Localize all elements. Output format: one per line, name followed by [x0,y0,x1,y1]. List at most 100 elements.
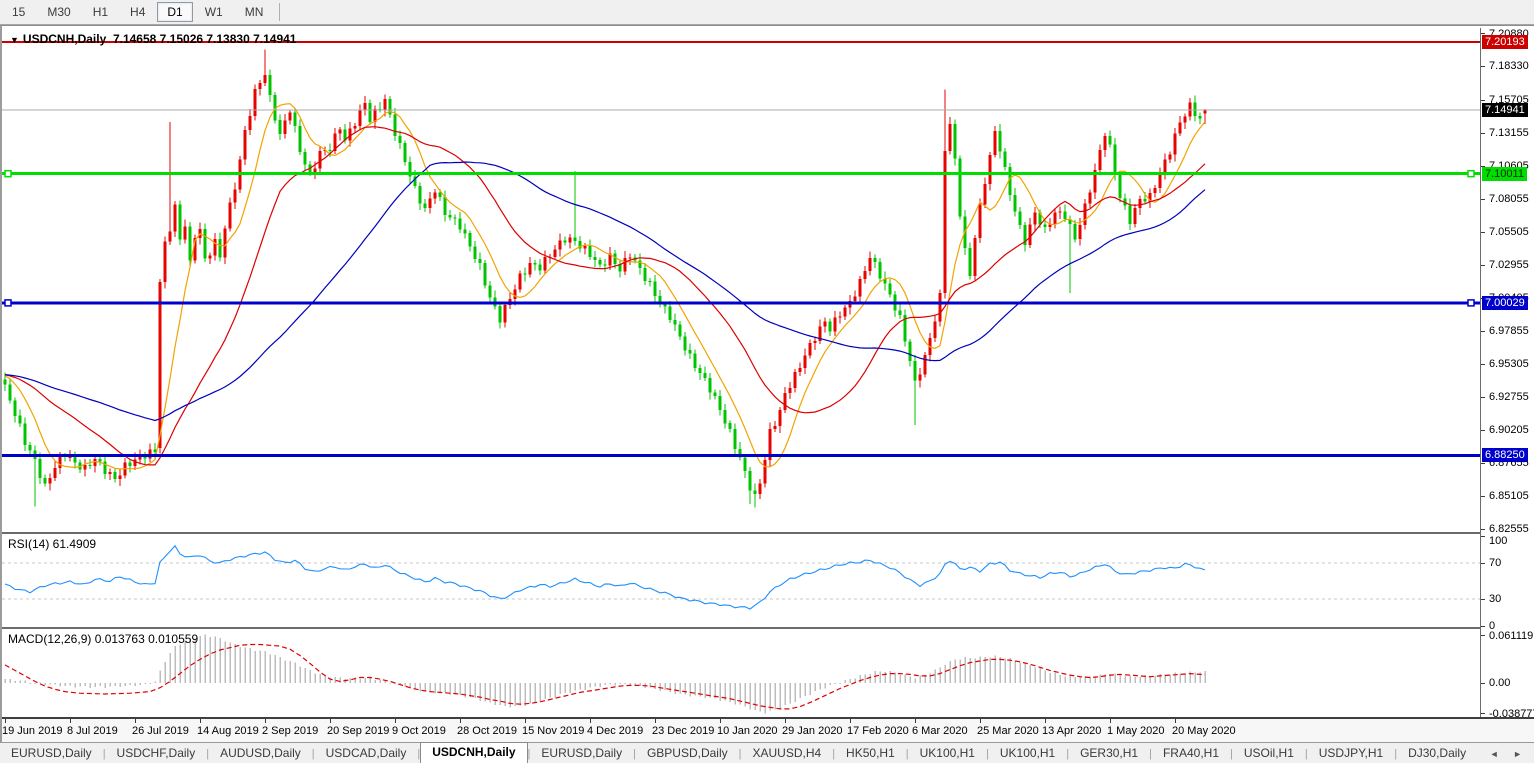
timeframe-toolbar: 15 M30 H1 H4 D1 W1 MN [0,0,1534,25]
timeframe-button-h4[interactable]: H4 [130,5,146,19]
price-badge-7.10011: 7.10011 [1482,166,1527,181]
main-chart-pane: ▼ USDCNH,Daily 7.14658 7.15026 7.13830 7.… [2,28,1481,532]
tab-usdjpy-h1[interactable]: USDJPY,H1 [1318,746,1384,760]
price-tick-mark [1481,713,1485,714]
tab-gbpusd-daily[interactable]: GBPUSD,Daily [646,746,728,760]
tab-fra40-h1[interactable]: FRA40,H1 [1162,746,1219,760]
tab-ger30-h1[interactable]: GER30,H1 [1080,746,1139,760]
rsi-tick-label: 0 [1489,620,1496,632]
time-tick-label: 17 Feb 2020 [847,725,909,737]
time-tick-label: 29 Jan 2020 [782,725,843,737]
time-tick-mark [980,719,981,723]
tab-separator: | [633,748,636,760]
tab-usdcnh-daily[interactable]: USDCNH,Daily [420,742,528,763]
tab-usdchf-daily[interactable]: USDCHF,Daily [116,746,196,760]
hline-handle[interactable] [1467,169,1475,178]
hline-handle[interactable] [4,169,12,178]
price-badge-6.88250: 6.88250 [1482,448,1528,463]
ma-25-line [4,126,1206,466]
time-tick-mark [590,719,591,723]
tab-separator: | [905,748,909,760]
price-tick-label: 6.95305 [1489,358,1529,370]
price-tick-mark [1481,231,1485,233]
timeframe-button-h1[interactable]: H1 [92,5,109,19]
time-tick-label: 1 May 2020 [1107,725,1165,737]
rsi-pane: RSI(14) 61.4909 [2,532,1481,629]
time-tick-mark [265,719,266,723]
time-tick-mark [200,719,201,723]
hline-handle[interactable] [4,299,12,307]
price-tick-mark [1481,330,1485,332]
price-tick-mark [1481,462,1485,464]
time-tick-label: 28 Oct 2019 [457,725,517,737]
timeframe-button-m30[interactable]: M30 [47,5,71,19]
tab-eurusd-daily[interactable]: EURUSD,Daily [11,746,92,760]
price-tick-label: 7.18330 [1489,60,1529,72]
time-tick-mark [395,719,396,723]
timeframe-button-d1[interactable]: D1 [157,2,193,22]
candlesticks [3,49,1207,508]
ma-8-line [4,103,1206,470]
main-chart-canvas[interactable] [2,28,1480,532]
time-tick-mark [655,719,656,723]
price-tick-mark [1481,682,1485,684]
macd-pane: MACD(12,26,9) 0.013763 0.010559 [2,627,1481,719]
tab-usdcad-daily[interactable]: USDCAD,Daily [325,746,407,760]
price-tick-mark [1481,198,1485,200]
tab-hk50-h1[interactable]: HK50,H1 [846,746,895,760]
chart-dropdown-arrow-icon[interactable]: ▼ [10,35,19,45]
time-tick-mark [70,719,71,723]
price-tick-mark [1481,264,1485,266]
timeframe-button-mn[interactable]: MN [244,5,264,19]
time-tick-label: 8 Jul 2019 [67,725,118,737]
price-tick-label: 6.82555 [1489,523,1529,535]
price-tick-mark [1481,32,1485,34]
tab-usoil-h1[interactable]: USOil,H1 [1243,746,1294,760]
tab-separator: | [832,748,836,760]
rsi-canvas[interactable] [2,534,1480,627]
time-tick-label: 20 Sep 2019 [327,725,390,737]
time-axis[interactable]: 19 Jun 2019 8 Jul 2019 26 Jul 2019 14 Aug 2… [2,717,1534,745]
time-tick-mark [1175,719,1176,723]
tab-uk100-h1[interactable]: UK100,H1 [999,746,1056,760]
price-badge-7.20193: 7.20193 [1482,34,1528,49]
tab-xauusd-h4[interactable]: XAUUSD,H4 [752,746,822,760]
tab-dj30-daily[interactable]: DJ30,Daily [1408,746,1467,760]
price-tick-mark [1481,65,1485,67]
macd-tick-label: 0.061119 [1489,630,1534,642]
chart-title: ▼ USDCNH,Daily 7.14658 7.15026 7.13830 7.… [10,32,296,46]
tab-separator: | [1066,748,1070,760]
time-tick-mark [460,719,461,723]
time-tick-label: 6 Mar 2020 [912,725,968,737]
time-tick-label: 23 Dec 2019 [652,725,715,737]
macd-canvas[interactable] [2,629,1480,717]
price-tick-mark [1481,495,1485,497]
time-tick-label: 25 Mar 2020 [977,725,1039,737]
price-tick-mark [1481,396,1485,398]
rsi-label: RSI(14) 61.4909 [8,537,97,551]
time-tick-mark [525,719,526,723]
tab-eurusd-daily[interactable]: EURUSD,Daily [541,746,623,760]
time-tick-label: 19 Jun 2019 [2,725,63,737]
tab-audusd-daily[interactable]: AUDUSD,Daily [220,746,301,760]
hline-handle[interactable] [1467,299,1475,307]
rsi-tick-label: 100 [1489,535,1508,547]
time-tick-label: 15 Nov 2019 [522,725,585,737]
price-badge-7.00029: 7.00029 [1482,295,1528,310]
price-tick-label: 7.13155 [1489,127,1529,139]
time-tick-label: 9 Oct 2019 [392,725,446,737]
rsi-tick-label: 30 [1489,593,1502,605]
price-tick-label: 7.08055 [1489,193,1529,205]
tab-uk100-h1[interactable]: UK100,H1 [919,746,975,760]
macd-tick-label: -0.038777 [1489,707,1534,720]
ma-55-line [4,161,1206,422]
timeframe-button-w1[interactable]: W1 [204,5,223,19]
tab-scroll-arrows[interactable]: ◄ ► [1489,749,1528,759]
tab-separator: | [102,748,106,760]
time-tick-mark [135,719,136,723]
price-axis[interactable]: 7.208807.183307.157057.131557.106057.080… [1481,26,1534,720]
timeframe-button-15[interactable]: 15 [12,5,26,19]
price-tick-mark [1481,363,1485,365]
time-tick-label: 4 Dec 2019 [587,725,644,737]
